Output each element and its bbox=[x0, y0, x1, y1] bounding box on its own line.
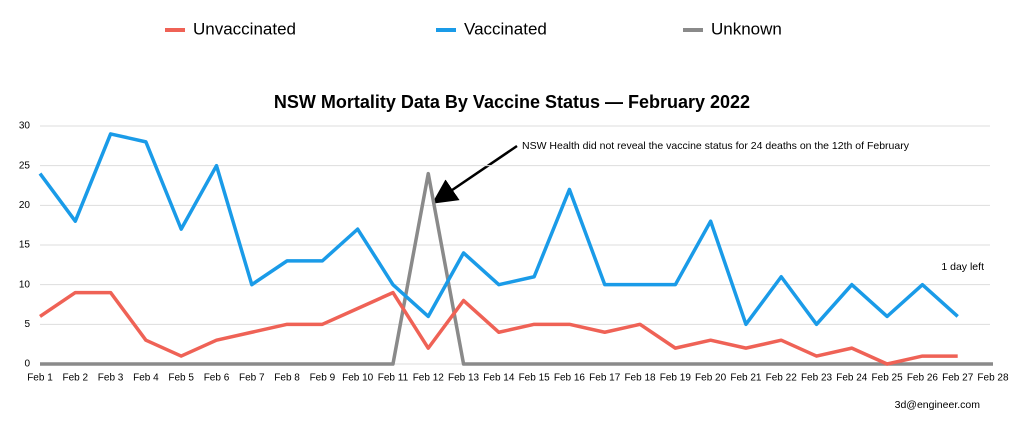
x-tick-label: Feb 19 bbox=[660, 373, 692, 384]
x-tick-label: Feb 9 bbox=[310, 373, 336, 384]
x-tick-label: Feb 28 bbox=[977, 373, 1009, 384]
x-tick-label: Feb 6 bbox=[204, 373, 230, 384]
x-tick-label: Feb 22 bbox=[766, 373, 798, 384]
x-tick-label: Feb 27 bbox=[942, 373, 974, 384]
x-tick-label: Feb 12 bbox=[413, 373, 445, 384]
x-tick-label: Feb 16 bbox=[554, 373, 586, 384]
x-tick-label: Feb 21 bbox=[730, 373, 762, 384]
y-tick-label: 5 bbox=[24, 319, 30, 330]
annotation: 1 day left bbox=[941, 261, 984, 273]
x-tick-label: Feb 15 bbox=[519, 373, 551, 384]
x-tick-label: Feb 10 bbox=[342, 373, 374, 384]
x-tick-label: Feb 1 bbox=[27, 373, 53, 384]
y-tick-label: 10 bbox=[19, 279, 31, 290]
series-line bbox=[39, 290, 958, 366]
x-tick-label: Feb 11 bbox=[378, 373, 409, 384]
x-tick-label: Feb 25 bbox=[872, 373, 904, 384]
x-tick-label: Feb 18 bbox=[624, 373, 656, 384]
x-tick-label: Feb 23 bbox=[801, 373, 833, 384]
annotation: NSW Health did not reveal the vaccine st… bbox=[522, 140, 910, 152]
y-tick-label: 0 bbox=[24, 359, 30, 370]
x-tick-label: Feb 13 bbox=[448, 373, 480, 384]
x-tick-label: Feb 24 bbox=[836, 373, 868, 384]
x-tick-label: Feb 17 bbox=[589, 373, 621, 384]
x-tick-label: Feb 3 bbox=[98, 373, 124, 384]
x-tick-label: Feb 2 bbox=[63, 373, 89, 384]
x-tick-label: Feb 8 bbox=[274, 373, 300, 384]
annotation-arrow bbox=[431, 144, 518, 204]
x-tick-label: Feb 20 bbox=[695, 373, 727, 384]
y-tick-label: 30 bbox=[19, 121, 31, 132]
series-line bbox=[40, 171, 993, 366]
x-tick-label: Feb 14 bbox=[483, 373, 515, 384]
legend-label: Unknown bbox=[711, 19, 782, 38]
series-line bbox=[38, 132, 959, 327]
x-tick-label: Feb 7 bbox=[239, 373, 265, 384]
legend-label: Vaccinated bbox=[464, 19, 547, 38]
y-tick-label: 20 bbox=[19, 200, 31, 211]
y-tick-label: 15 bbox=[19, 240, 31, 251]
y-tick-label: 25 bbox=[19, 160, 31, 171]
legend-label: Unvaccinated bbox=[193, 19, 296, 38]
chart-title: NSW Mortality Data By Vaccine Status — F… bbox=[274, 92, 750, 112]
x-tick-label: Feb 5 bbox=[168, 373, 194, 384]
x-tick-label: Feb 4 bbox=[133, 373, 159, 384]
x-tick-label: Feb 26 bbox=[907, 373, 939, 384]
credit: 3d@engineer.com bbox=[895, 399, 981, 411]
